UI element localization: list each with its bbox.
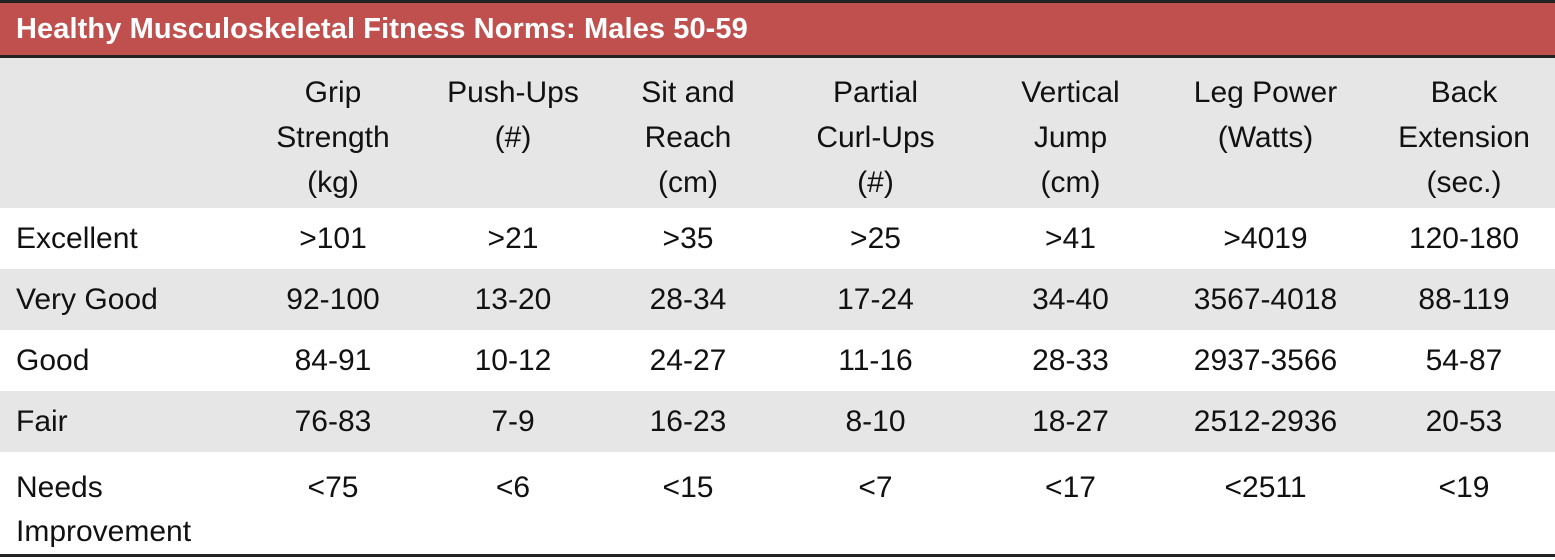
table-cell: <19 [1438,471,1490,504]
table-cell: 28-34 [649,282,727,316]
table-row-needs-improvement: Needs Improvement <75 <6 <15 <7 <17 <251… [0,452,1555,556]
table-cell: 17-24 [837,282,914,316]
header-cell-back-extension: Back Extension (sec.) [1398,76,1530,199]
table-cell: <2511 [1224,471,1307,504]
table-cell: 54-87 [1425,343,1503,377]
table-row-very-good: Very Good 92-100 13-20 28-34 17-24 34-40… [0,269,1555,330]
row-label: Excellent [16,221,138,255]
title-bar: Healthy Musculoskeletal Fitness Norms: M… [0,0,1555,58]
header-cell-partial-curl-ups: Partial Curl-Ups (#) [816,76,935,199]
header-cell-sit-and-reach: Sit and Reach (cm) [641,76,735,199]
header-cell-push-ups: Push-Ups (#) [447,76,579,154]
table-cell: <75 [307,471,359,504]
table-row-excellent: Excellent >101 >21 >35 >25 >41 >4019 120… [0,208,1555,269]
header-cell-grip-strength: Grip Strength (kg) [276,76,390,199]
table-cell: 16-23 [649,404,727,438]
header-cell-leg-power: Leg Power (Watts) [1193,76,1338,154]
table-cell: 34-40 [1032,282,1109,316]
table-cell: >35 [662,221,714,255]
table-cell: >21 [487,221,539,255]
table-cell: <6 [495,471,531,504]
table-row-fair: Fair 76-83 7-9 16-23 8-10 18-27 2512-293… [0,391,1555,452]
table-cell: 88-119 [1418,282,1510,316]
table-cell: 18-27 [1032,404,1109,438]
table-cell: >25 [850,221,901,255]
norms-table: Grip Strength (kg) Push-Ups (#) Sit and … [0,58,1555,557]
table-cell: <7 [858,471,893,504]
table-cell: 13-20 [474,282,552,316]
table-cell: 10-12 [474,343,552,377]
table-cell: 76-83 [294,404,372,438]
table-cell: 3567-4018 [1193,282,1338,316]
row-label: Needs Improvement [16,471,192,548]
header-row: Grip Strength (kg) Push-Ups (#) Sit and … [0,58,1555,208]
header-cell-rating [0,58,248,208]
table-cell: >4019 [1223,221,1308,255]
table-cell: 8-10 [845,404,906,438]
header-cell-vertical-jump: Vertical Jump (cm) [1021,76,1120,199]
table-cell: <15 [662,471,714,504]
table-cell: 2937-3566 [1193,343,1338,377]
table-cell: 20-53 [1425,404,1503,438]
table-cell: >41 [1045,221,1096,255]
row-label: Very Good [16,282,158,316]
table-title: Healthy Musculoskeletal Fitness Norms: M… [16,12,748,45]
table-cell: 120-180 [1408,221,1520,255]
table-cell: 92-100 [286,282,380,316]
row-label: Fair [16,404,68,438]
row-label: Good [16,343,90,377]
table-cell: 11-16 [838,343,913,377]
table-row-good: Good 84-91 10-12 24-27 11-16 28-33 2937-… [0,330,1555,391]
table-cell: 7-9 [491,404,535,438]
table-cell: 84-91 [294,343,372,377]
table-cell: >101 [299,221,367,255]
table-cell: 2512-2936 [1193,404,1338,438]
table-cell: 24-27 [649,343,727,377]
table-cell: 28-33 [1032,343,1109,377]
table-cell: <17 [1045,471,1096,504]
